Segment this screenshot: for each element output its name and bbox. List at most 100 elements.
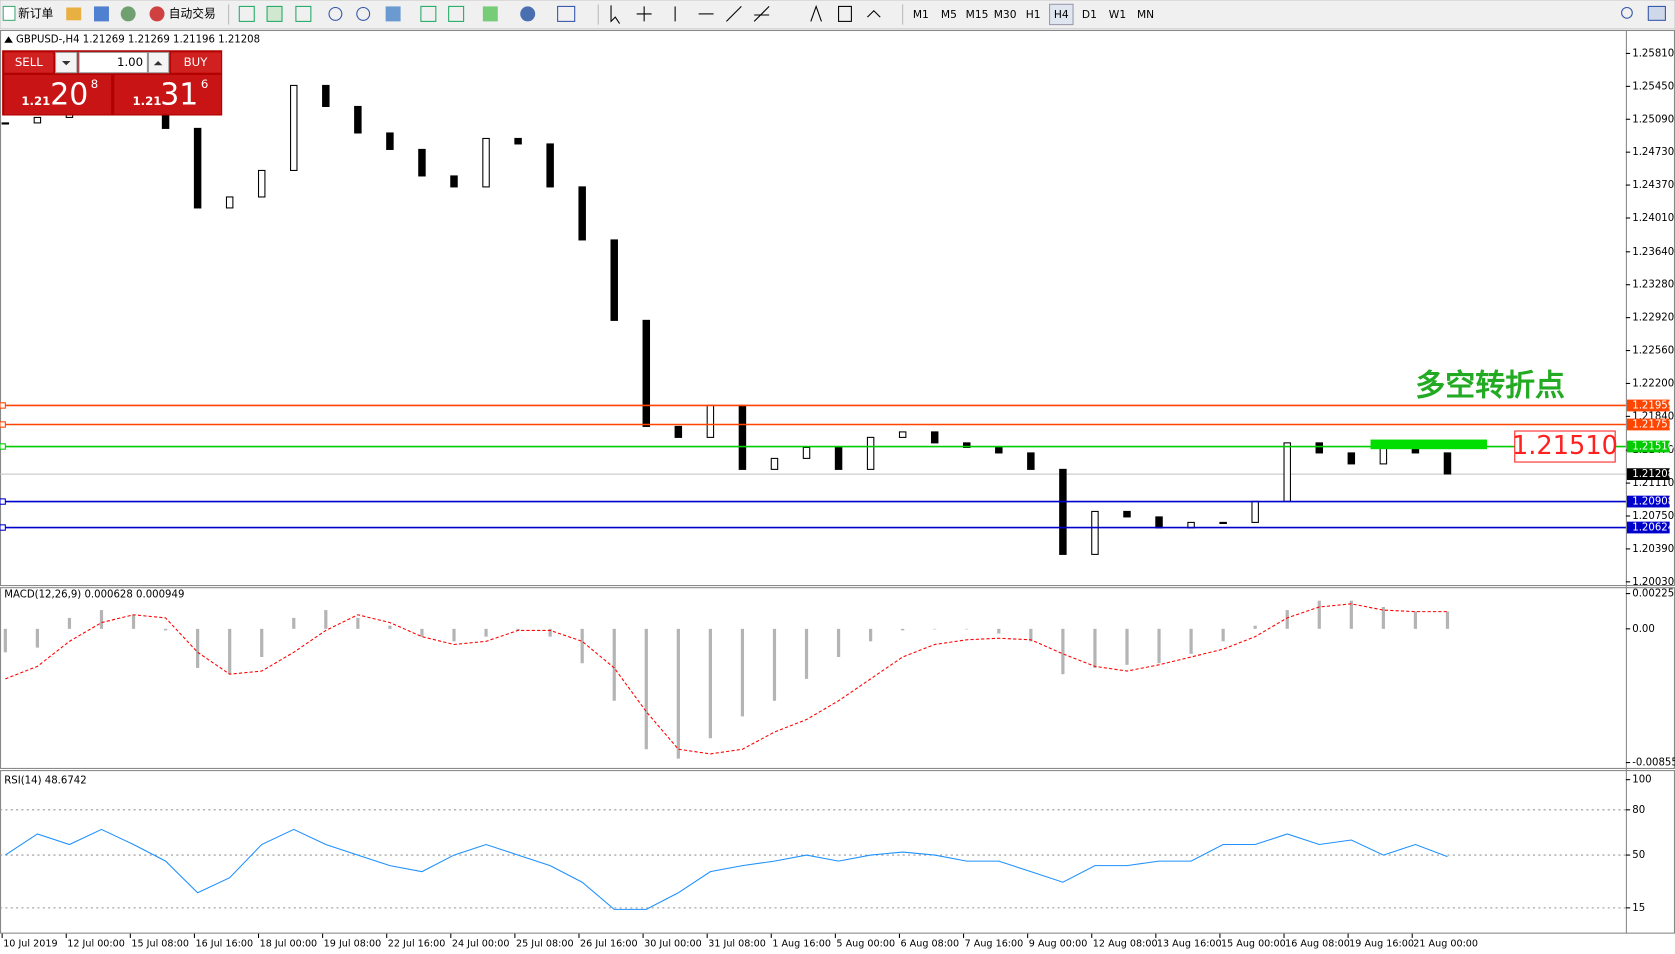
new-order-icon[interactable] (2, 5, 16, 21)
macd-panel (0, 587, 1675, 769)
market-icon[interactable] (66, 7, 82, 21)
level-price-box (1626, 440, 1670, 453)
trendline-icon[interactable] (726, 6, 742, 22)
candle (1123, 510, 1131, 518)
candle (1155, 516, 1163, 529)
x-tick-label: 26 Jul 16:00 (580, 938, 638, 949)
auto-trading-button[interactable]: 自动交易 (169, 6, 216, 20)
buy-label[interactable]: BUY (184, 55, 209, 69)
timeframe-button[interactable]: H4 (1054, 8, 1069, 21)
macd-bar (1061, 628, 1065, 675)
sell-price-box[interactable] (4, 74, 112, 115)
terminal-icon[interactable] (94, 6, 109, 22)
indicator-title: RSI(14) 48.6742 (4, 776, 86, 787)
sell-label[interactable]: SELL (15, 55, 43, 69)
macd-bar (388, 625, 392, 629)
zoom-out-icon[interactable] (356, 6, 371, 21)
periods-icon[interactable] (520, 6, 536, 22)
x-tick-label: 30 Jul 00:00 (644, 938, 702, 949)
highlight-bar (1370, 439, 1487, 450)
y-tick-label: 1.25810 (1632, 48, 1674, 59)
buy-big[interactable]: 1.21 (132, 94, 161, 108)
candle (1283, 442, 1291, 502)
timeframe-button[interactable]: M5 (941, 8, 957, 21)
macd-bar (772, 628, 777, 701)
candle (418, 148, 426, 177)
autoscroll-icon[interactable] (420, 5, 437, 22)
macd-bar (1413, 611, 1418, 629)
timeframe-button[interactable]: M15 (966, 8, 989, 21)
candle (738, 404, 747, 470)
macd-bar (612, 628, 616, 701)
data-window-icon[interactable] (120, 6, 136, 22)
new-order-button[interactable]: 新订单 (18, 6, 53, 20)
macd-bar (740, 628, 745, 717)
sell-button[interactable] (4, 52, 54, 73)
candle (1, 122, 10, 125)
channel-icon[interactable] (753, 6, 770, 22)
auto-trading-icon[interactable] (149, 6, 165, 22)
candle (514, 137, 522, 145)
crosshair-icon[interactable] (636, 6, 652, 22)
chart-title: GBPUSD-,H4 1.21269 1.21269 1.21196 1.212… (16, 35, 260, 46)
main-chart: GBPUSD-,H4 1.21269 1.21269 1.21196 1.212… (0, 35, 1674, 588)
timeframe-button[interactable]: H1 (1026, 8, 1041, 21)
candle-chart-icon[interactable] (266, 5, 283, 22)
macd-bar (1381, 606, 1385, 629)
macd-bar (1253, 625, 1257, 629)
candle (610, 239, 618, 321)
sell-big[interactable]: 1.21 (21, 94, 50, 108)
x-tick-label: 18 Jul 00:00 (260, 938, 318, 949)
main-panel (0, 29, 1675, 587)
templates-icon[interactable] (557, 5, 576, 22)
buy-fraction[interactable]: 6 (201, 77, 208, 91)
x-tick-label: 19 Aug 16:00 (1349, 938, 1414, 949)
timeframe-button[interactable]: MN (1137, 8, 1154, 21)
indicators-icon[interactable] (482, 6, 498, 22)
search-icon[interactable] (1621, 6, 1633, 19)
x-tick-label: 16 Jul 16:00 (195, 938, 253, 949)
rsi-chart: RSI(14) 48.6742 100 80 50 15 10 Jul 2019 12 Ju… (0, 775, 1652, 949)
x-tick-label: 7 Aug 16:00 (965, 938, 1024, 949)
buy-pips[interactable]: 31 (160, 78, 198, 113)
x-tick-label: 16 Aug 08:00 (1285, 938, 1350, 949)
candle (706, 404, 715, 438)
timeframe-button[interactable]: W1 (1109, 8, 1126, 21)
chat-icon[interactable] (1647, 5, 1666, 21)
big-price-box (1514, 430, 1616, 463)
text-icon[interactable] (810, 4, 822, 22)
candle (802, 446, 811, 459)
candle (546, 143, 554, 188)
timeframe-button[interactable]: M1 (913, 8, 929, 21)
macd-bar (163, 628, 168, 631)
bar-chart-icon[interactable] (238, 5, 255, 22)
shift-icon[interactable] (448, 5, 465, 22)
x-tick-label: 15 Jul 08:00 (131, 938, 189, 949)
x-tick-label: 31 Jul 08:00 (708, 938, 766, 949)
zoom-in-icon[interactable] (328, 6, 343, 21)
cursor-icon[interactable] (610, 5, 621, 24)
timeframe-button[interactable]: D1 (1082, 8, 1097, 21)
level-price-label: 1.20624 (1632, 523, 1674, 534)
arrows-icon[interactable] (867, 9, 881, 18)
buy-price-box[interactable] (114, 74, 222, 115)
candle (1251, 500, 1259, 523)
level-price-label: 1.21959 (1632, 400, 1674, 411)
sell-fraction[interactable]: 8 (91, 77, 98, 91)
macd-bar (99, 610, 104, 629)
buy-button[interactable] (170, 52, 222, 73)
macd-bar (1317, 600, 1321, 629)
label-icon[interactable] (838, 5, 852, 22)
level-handle (0, 421, 6, 428)
macd-bar (1029, 628, 1033, 642)
lot-field[interactable] (78, 51, 148, 74)
y-tick-label: 1.24730 (1632, 147, 1674, 158)
level-price-box (1626, 418, 1670, 431)
lot-value[interactable]: 1.00 (117, 55, 143, 69)
macd-bar (1189, 628, 1193, 654)
tile-icon[interactable] (385, 6, 401, 22)
sell-pips[interactable]: 20 (50, 78, 88, 113)
y-tick-label: 0.00 (1632, 624, 1655, 635)
line-chart-icon[interactable] (295, 5, 312, 22)
timeframe-button[interactable]: M30 (994, 8, 1017, 21)
